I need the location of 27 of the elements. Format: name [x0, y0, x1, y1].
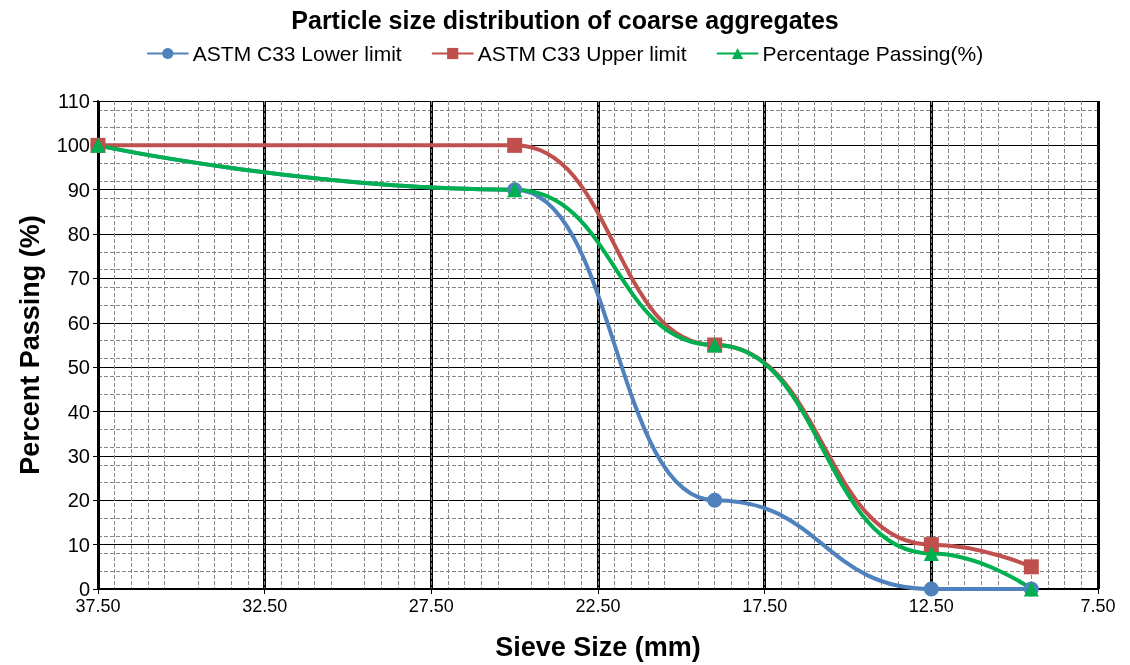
y-tick-label: 110 [58, 90, 90, 112]
x-tick-label: 12.50 [908, 596, 954, 616]
x-axis-title: Sieve Size (mm) [495, 631, 701, 662]
point [923, 581, 939, 597]
y-tick-label: 70 [67, 267, 90, 290]
x-tick-label: 17.50 [742, 596, 788, 616]
point [507, 137, 523, 153]
y-tick-label: 20 [67, 489, 90, 512]
y-axis-title: Percent Passing (%) [14, 215, 45, 475]
legend-label: ASTM C33 Lower limit [192, 42, 402, 65]
chart-title: Particle size distribution of coarse aggregates [291, 5, 839, 34]
legend-label: Percentage Passing(%) [762, 42, 984, 65]
x-tick-label: 22.50 [575, 596, 621, 616]
legend-label: ASTM C33 Upper limit [477, 42, 687, 65]
y-tick-label: 90 [67, 178, 90, 201]
point [707, 492, 723, 508]
x-tick-label: 27.50 [408, 596, 454, 616]
x-tick-label: 32.50 [242, 596, 288, 616]
point [1023, 559, 1039, 575]
x-tick-label: 7.50 [1080, 596, 1116, 616]
y-tick-label: 60 [67, 311, 90, 334]
y-tick-label: 10 [67, 533, 90, 556]
y-tick-label: 30 [67, 444, 90, 467]
y-tick-label: 80 [67, 223, 90, 246]
y-tick-label: 100 [56, 134, 90, 157]
y-tick-label: 40 [67, 400, 90, 423]
y-tick-label: 50 [67, 356, 90, 379]
